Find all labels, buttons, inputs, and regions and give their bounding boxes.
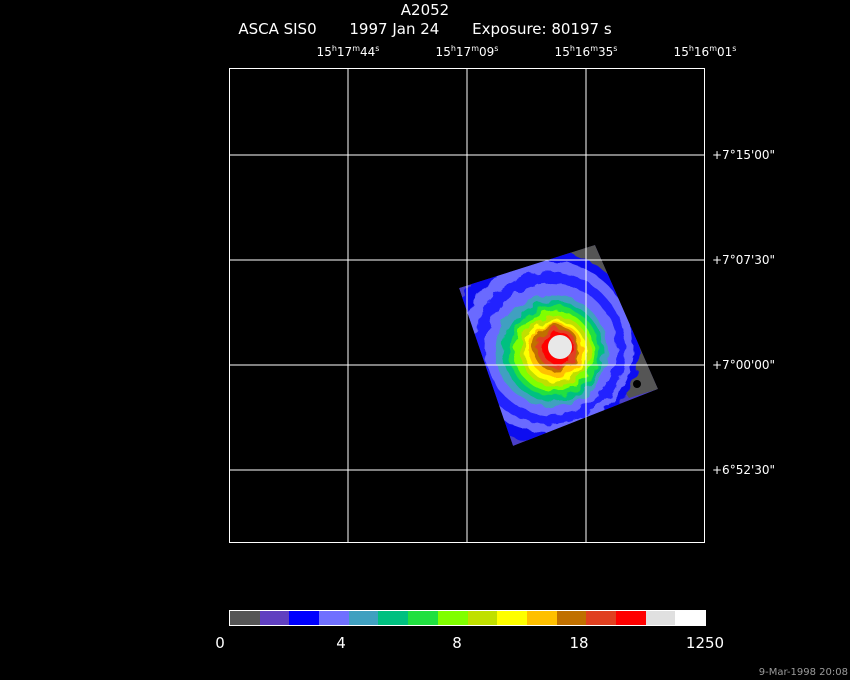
colorbar-swatch	[378, 611, 409, 625]
colorbar-swatch	[526, 611, 557, 625]
colorbar-swatch	[497, 611, 527, 625]
colorbar-swatch	[586, 611, 616, 625]
dec-label: +6°52'30"	[712, 463, 776, 477]
colorbar-swatch	[615, 611, 646, 625]
timestamp: 9-Mar-1998 20:08	[758, 667, 848, 678]
instrument-label: ASCA SIS0	[238, 20, 317, 38]
colorbar-swatch	[259, 611, 290, 625]
colorbar-swatch	[645, 611, 676, 625]
dec-label: +7°07'30"	[712, 253, 776, 267]
cluster-emission	[459, 245, 658, 446]
ra-label: 15h16m01s	[673, 44, 737, 59]
colorbar-swatch	[556, 611, 587, 625]
colorbar-label: 18	[569, 634, 589, 652]
ra-label: 15h17m09s	[435, 44, 499, 59]
image-subtitle: ASCA SIS0 1997 Jan 24 Exposure: 80197 s	[0, 20, 850, 38]
ra-label: 15h17m44s	[316, 44, 380, 59]
colorbar-label: 0	[215, 634, 225, 652]
colorbar-swatch	[230, 611, 260, 625]
colorbar-label: 4	[336, 634, 346, 652]
colorbar-swatch	[319, 611, 349, 625]
colorbar-swatch	[289, 611, 320, 625]
image-title: A2052	[400, 1, 450, 19]
exposure-label: Exposure: 80197 s	[472, 20, 612, 38]
colorbar-label: 1250	[685, 634, 725, 652]
colorbar-swatch	[675, 611, 705, 625]
observation-date: 1997 Jan 24	[349, 20, 440, 38]
dec-label: +7°00'00"	[712, 358, 776, 372]
ra-label: 15h16m35s	[554, 44, 618, 59]
coordinate-grid	[229, 68, 705, 543]
colorbar-swatch	[437, 611, 468, 625]
colorbar-swatch	[348, 611, 379, 625]
colorbar-swatch	[408, 611, 438, 625]
colorbar-swatch	[467, 611, 498, 625]
dec-label: +7°15'00"	[712, 148, 776, 162]
colorbar-label: 8	[452, 634, 462, 652]
colorbar	[229, 610, 706, 626]
sky-image	[229, 68, 705, 543]
